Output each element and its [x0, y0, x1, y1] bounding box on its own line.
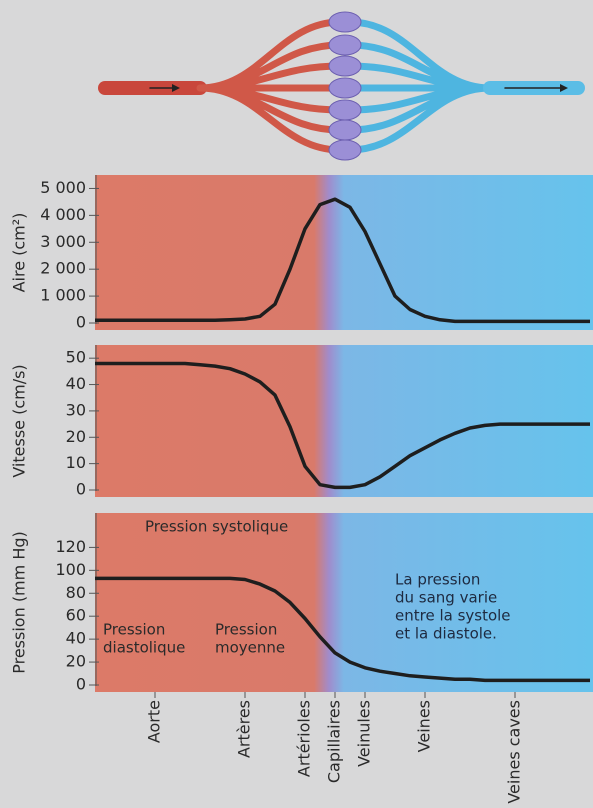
annotation: Pression systolique: [145, 518, 288, 536]
vessel-illustration: [105, 12, 578, 160]
y-tick-label: 10: [66, 453, 86, 472]
y-tick-label: 1 000: [40, 286, 86, 305]
y-tick-label: 20: [66, 652, 86, 671]
annotation: La pression: [395, 571, 480, 589]
y-tick-label: 60: [66, 606, 86, 625]
panel-background: [95, 175, 593, 330]
y-axis-label: Aire (cm²): [10, 213, 29, 293]
y-axis-label: Pression (mm Hg): [10, 531, 29, 674]
y-tick-label: 0: [76, 313, 86, 332]
annotation: Pression: [103, 621, 165, 639]
y-tick-label: 20: [66, 427, 86, 446]
x-tick-label: Artérioles: [295, 700, 314, 777]
annotation: entre la systole: [395, 607, 511, 625]
panel-background: [95, 345, 593, 497]
y-tick-label: 50: [66, 348, 86, 367]
x-tick-label: Veinules: [355, 700, 374, 767]
y-tick-label: 0: [76, 675, 86, 694]
y-tick-label: 0: [76, 480, 86, 499]
y-tick-label: 120: [55, 537, 86, 556]
y-tick-label: 40: [66, 374, 86, 393]
y-tick-label: 40: [66, 629, 86, 648]
x-tick-label: Artères: [235, 700, 254, 758]
annotation: et la diastole.: [395, 625, 497, 643]
y-tick-label: 4 000: [40, 205, 86, 224]
page: 0 1 000 2 000 3 000 4 000 5 000 Aire (cm²) 0 10 2…: [0, 0, 593, 804]
figure: 0 1 000 2 000 3 000 4 000 5 000 Aire (cm²) 0 10 2…: [0, 0, 593, 804]
x-tick-label: Aorte: [145, 700, 164, 743]
annotation: diastolique: [103, 639, 185, 657]
panel-background: [95, 513, 593, 692]
annotation: du sang varie: [395, 589, 497, 607]
y-tick-label: 3 000: [40, 232, 86, 251]
y-tick-label: 100: [55, 560, 86, 579]
y-tick-label: 30: [66, 400, 86, 419]
y-tick-label: 80: [66, 583, 86, 602]
y-tick-label: 2 000: [40, 259, 86, 278]
x-tick-label: Capillaires: [325, 700, 344, 783]
x-tick-label: Veines caves: [505, 700, 524, 804]
y-axis-label: Vitesse (cm/s): [10, 364, 29, 477]
y-tick-label: 5 000: [40, 178, 86, 197]
annotation: Pression: [215, 621, 277, 639]
x-tick-label: Veines: [415, 700, 434, 752]
annotation: moyenne: [215, 639, 285, 657]
